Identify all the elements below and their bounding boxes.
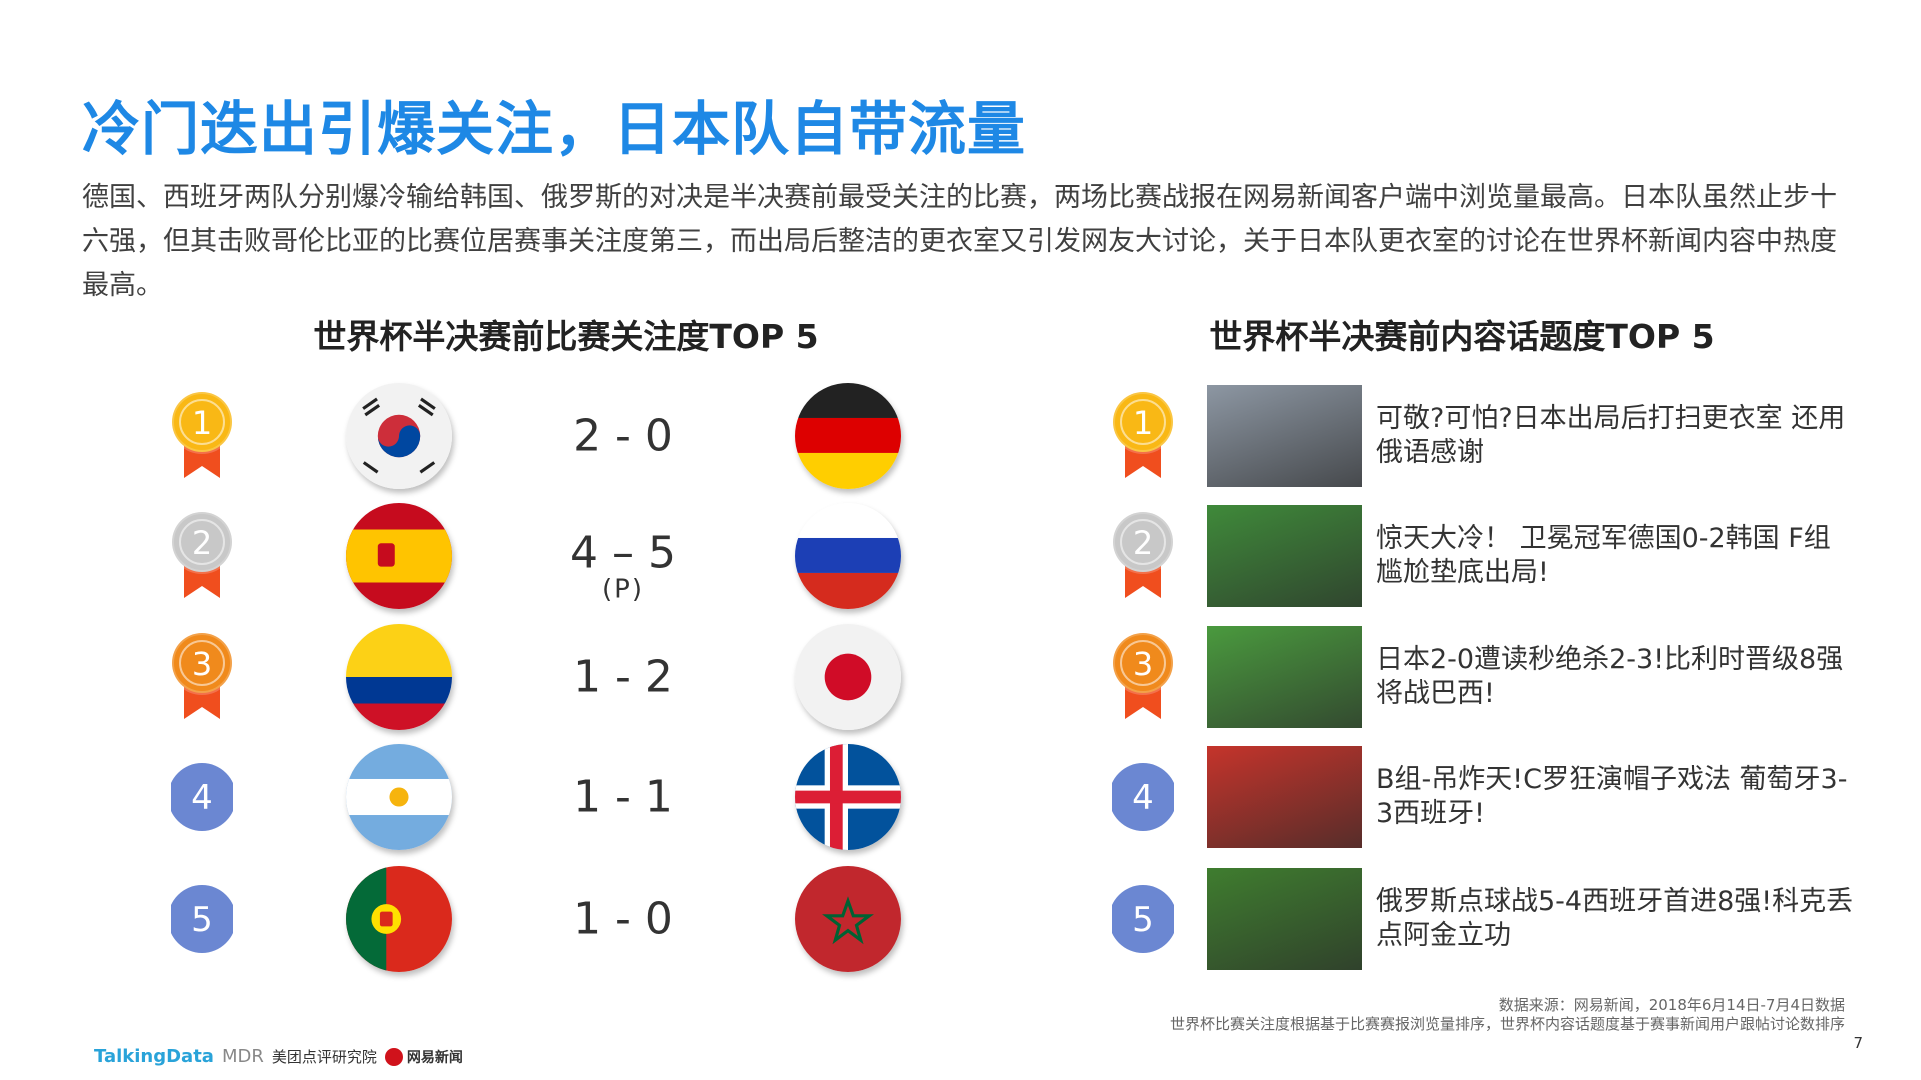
match-score: 2 - 0: [573, 411, 673, 462]
svg-text:2: 2: [192, 524, 212, 562]
flag-germany-icon: [795, 383, 901, 489]
rank-medal-icon: 1: [1111, 386, 1175, 486]
rank-medal-icon: 5: [168, 869, 236, 969]
svg-text:4: 4: [191, 778, 213, 818]
rank-medal-icon: 2: [1111, 506, 1175, 606]
rank-medal-icon: 4: [168, 747, 236, 847]
svg-text:2: 2: [1133, 524, 1153, 562]
flag-japan-icon: [795, 624, 901, 730]
news-thumbnail[interactable]: [1207, 505, 1362, 607]
logo-bar: TalkingData MDR 美团点评研究院 网易新闻: [94, 1046, 463, 1067]
svg-text:3: 3: [192, 645, 212, 683]
page-title: 冷门迭出引爆关注，日本队自带流量: [82, 95, 1027, 163]
flag-colombia-icon: [346, 624, 452, 730]
talkingdata-logo: TalkingData: [94, 1046, 214, 1067]
news-thumbnail[interactable]: [1207, 746, 1362, 848]
left-heading: 世界杯半决赛前比赛关注度TOP 5: [313, 317, 819, 356]
source-note: 数据来源：网易新闻，2018年6月14日-7月4日数据 世界杯比赛关注度根据基于…: [1170, 996, 1845, 1034]
score-text: 1 - 0: [573, 893, 673, 945]
news-headline[interactable]: B组-吊炸天!C罗狂演帽子戏法 葡萄牙3-3西班牙!: [1376, 764, 1848, 829]
flag-russia-icon: [795, 503, 901, 609]
right-heading: 世界杯半决赛前内容话题度TOP 5: [1209, 317, 1715, 356]
rank-medal-icon: 3: [1111, 627, 1175, 727]
rank-medal-icon: 2: [170, 506, 234, 606]
score-text: 4 – 5: [570, 527, 676, 579]
page-number: 7: [1853, 1034, 1863, 1052]
source-line: 数据来源：网易新闻，2018年6月14日-7月4日数据: [1498, 996, 1845, 1014]
news-headline[interactable]: 俄罗斯点球战5-4西班牙首进8强!科克丢点阿金立功: [1376, 886, 1854, 951]
svg-text:5: 5: [191, 900, 213, 940]
summary-text: 德国、西班牙两队分别爆冷输给韩国、俄罗斯的对决是半决赛前最受关注的比赛，两场比赛…: [82, 182, 1837, 301]
svg-text:1: 1: [1133, 404, 1153, 442]
score-text: 2 - 0: [573, 410, 673, 462]
match-score: 1 - 1: [573, 772, 673, 823]
rank-medal-icon: 3: [170, 627, 234, 727]
penalty-note: (P): [602, 574, 644, 605]
match-score: 1 - 2: [573, 652, 673, 703]
netease-icon: [384, 1047, 403, 1066]
netease-logo: 网易新闻: [406, 1049, 463, 1066]
news-headline[interactable]: 惊天大冷！ 卫冕冠军德国0-2韩国 F组尴尬垫底出局!: [1376, 523, 1831, 588]
mdr-logo: MDR: [221, 1046, 264, 1067]
meituan-logo: 美团点评研究院: [271, 1048, 377, 1066]
method-line: 世界杯比赛关注度根据基于比赛赛报浏览量排序，世界杯内容话题度基于赛事新闻用户跟帖…: [1169, 1015, 1845, 1033]
news-headline[interactable]: 可敬?可怕?日本出局后打扫更衣室 还用俄语感谢: [1376, 403, 1846, 468]
flag-south-korea-icon: [346, 383, 452, 489]
flag-spain-icon: [346, 503, 452, 609]
match-score: 4 – 5 (P): [570, 528, 676, 605]
match-score: 1 - 0: [573, 894, 673, 945]
rank-medal-icon: 1: [170, 386, 234, 486]
news-headline[interactable]: 日本2-0遭读秒绝杀2-3!比利时晋级8强将战巴西!: [1376, 644, 1844, 709]
news-thumbnail[interactable]: [1207, 626, 1362, 728]
flag-portugal-icon: [346, 866, 452, 972]
rank-medal-icon: 4: [1109, 747, 1177, 847]
news-thumbnail[interactable]: [1207, 385, 1362, 487]
news-thumbnail[interactable]: [1207, 868, 1362, 970]
svg-text:4: 4: [1132, 778, 1154, 818]
svg-text:1: 1: [192, 404, 212, 442]
svg-text:5: 5: [1132, 900, 1154, 940]
svg-text:3: 3: [1133, 645, 1153, 683]
flag-iceland-icon: [795, 744, 901, 850]
flag-argentina-icon: [346, 744, 452, 850]
score-text: 1 - 2: [573, 651, 673, 703]
score-text: 1 - 1: [573, 771, 673, 823]
rank-medal-icon: 5: [1109, 869, 1177, 969]
flag-morocco-icon: [795, 866, 901, 972]
